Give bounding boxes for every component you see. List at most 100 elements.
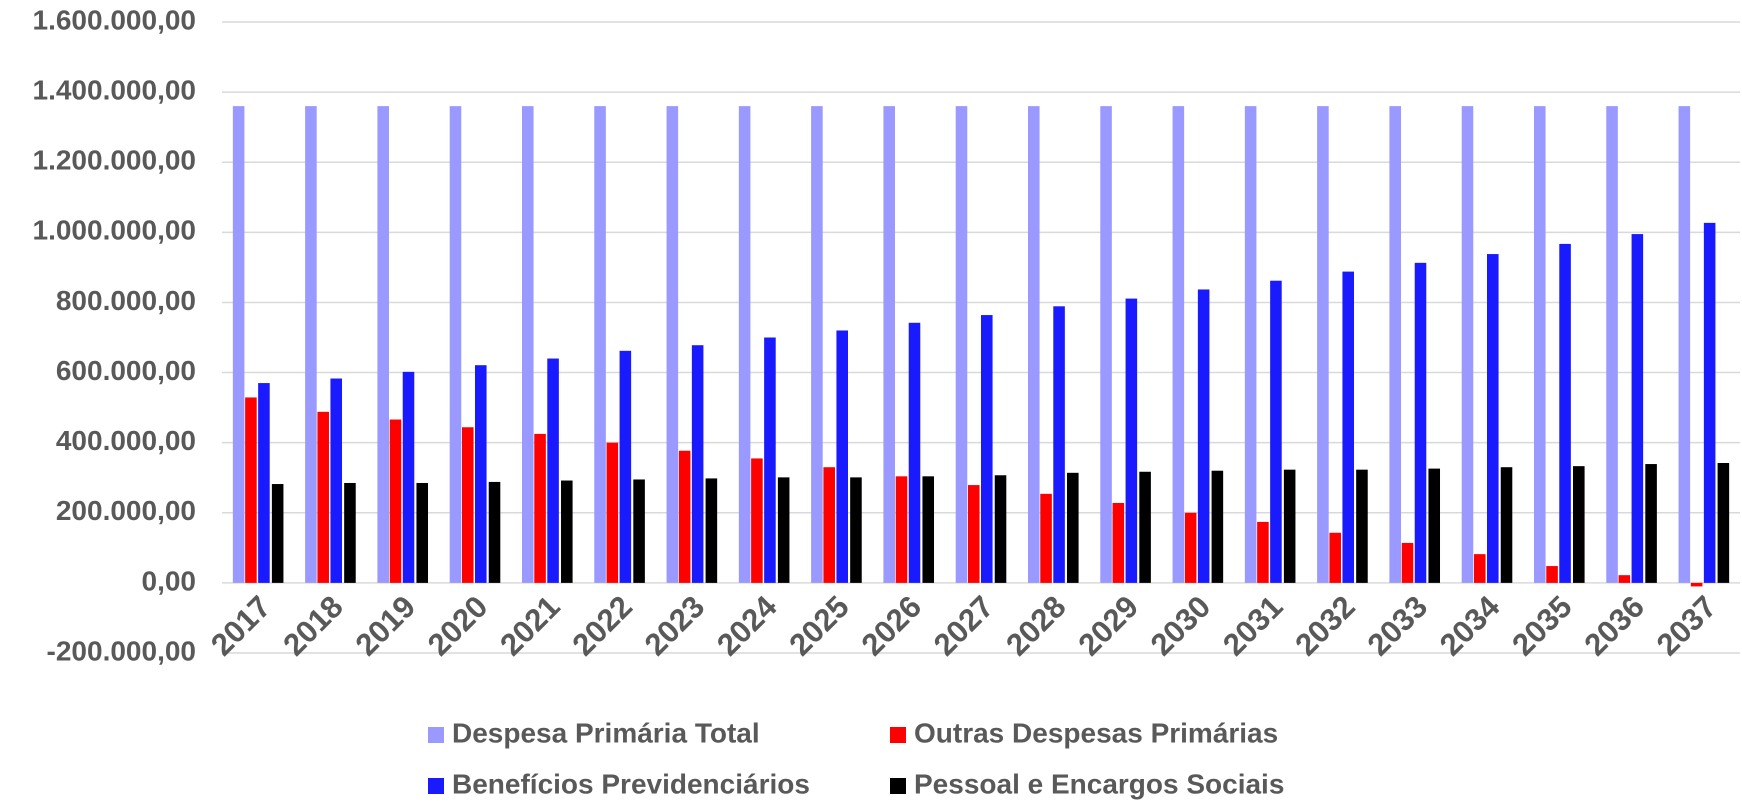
bar [1342, 271, 1354, 583]
bar [449, 106, 462, 583]
bar [1533, 106, 1546, 583]
bar [1414, 262, 1427, 583]
bar [389, 419, 402, 583]
x-tick-label: 2031 [1216, 589, 1290, 663]
bar [811, 106, 823, 583]
bar [823, 467, 835, 583]
y-tick-label: 600.000,00 [56, 355, 196, 386]
bar [1461, 106, 1474, 583]
bar [1125, 298, 1138, 583]
bar [1573, 466, 1585, 583]
x-tick-label: 2017 [204, 589, 278, 663]
x-tick-label: 2024 [710, 588, 784, 662]
bar [1067, 472, 1079, 583]
bar [561, 480, 573, 583]
bar [1401, 542, 1414, 583]
x-tick-label: 2028 [999, 589, 1073, 663]
y-tick-label: 200.000,00 [56, 495, 196, 526]
bar [1546, 566, 1558, 583]
legend-label: Benefícios Previdenciários [452, 768, 810, 799]
bar [1317, 106, 1329, 583]
x-tick-label: 2018 [276, 589, 350, 663]
bar [967, 485, 980, 583]
legend-swatch [890, 727, 906, 743]
bar [666, 106, 679, 583]
bar [1618, 575, 1631, 583]
x-tick-label: 2032 [1288, 589, 1362, 663]
bar [1257, 521, 1269, 583]
bar [402, 371, 415, 583]
bar [850, 477, 862, 583]
bar [534, 433, 546, 583]
bar [922, 476, 935, 583]
bar [1428, 468, 1441, 583]
bar [895, 476, 908, 583]
x-tick-label: 2027 [927, 589, 1001, 663]
y-tick-label: 400.000,00 [56, 425, 196, 456]
bar [1197, 289, 1210, 583]
bar [1690, 582, 1703, 587]
bar [305, 106, 317, 583]
x-tick-label: 2033 [1361, 589, 1435, 663]
bar [1270, 280, 1282, 583]
x-tick-label: 2022 [565, 589, 639, 663]
x-tick-label: 2025 [782, 589, 856, 663]
bar [1112, 502, 1125, 583]
x-tick-label: 2037 [1650, 589, 1724, 663]
y-tick-label: 800.000,00 [56, 285, 196, 316]
bar [955, 106, 968, 583]
bar [1717, 462, 1730, 583]
bar [232, 106, 245, 583]
legend-swatch [428, 727, 444, 743]
bar [475, 365, 487, 583]
bar [691, 345, 704, 583]
bar [258, 383, 270, 583]
x-tick-label: 2020 [421, 589, 495, 663]
x-tick-label: 2019 [349, 589, 423, 663]
bar [1645, 464, 1657, 583]
bar [1172, 106, 1185, 583]
bar [1211, 470, 1224, 583]
y-tick-label: 1.200.000,00 [33, 145, 197, 176]
y-tick-label: -200.000,00 [47, 635, 196, 666]
bar [330, 378, 342, 583]
bar [1184, 512, 1197, 583]
bar [416, 482, 429, 583]
bar [1487, 254, 1499, 583]
x-tick-label: 2035 [1505, 589, 1579, 663]
bar [488, 481, 501, 583]
x-tick-label: 2029 [1071, 589, 1145, 663]
bar [764, 337, 776, 583]
bar [738, 106, 751, 583]
y-tick-label: 0,00 [142, 565, 197, 596]
x-tick-label: 2023 [638, 589, 712, 663]
x-tick-label: 2026 [855, 589, 929, 663]
x-tick-label: 2030 [1144, 589, 1218, 663]
bar [994, 475, 1007, 583]
bar [908, 322, 921, 583]
bar [1329, 532, 1341, 583]
bar [1389, 106, 1401, 583]
bar [1500, 467, 1513, 583]
bar [836, 330, 848, 583]
x-tick-label: 2021 [493, 589, 567, 663]
bar [606, 442, 619, 583]
legend-swatch [890, 778, 906, 794]
legend-label: Outras Despesas Primárias [914, 717, 1278, 748]
bar [377, 106, 389, 583]
legend-label: Pessoal e Encargos Sociais [914, 768, 1284, 799]
bar [1631, 234, 1644, 583]
bar [705, 478, 718, 583]
y-tick-label: 1.600.000,00 [33, 4, 197, 35]
bar [1053, 306, 1065, 583]
bar [1139, 471, 1151, 583]
y-tick-label: 1.000.000,00 [33, 215, 197, 246]
y-tick-label: 1.400.000,00 [33, 75, 197, 106]
bar [981, 315, 993, 583]
bar [521, 106, 534, 583]
bar [594, 106, 606, 583]
bar [1283, 469, 1296, 583]
bar [1244, 106, 1257, 583]
legend-swatch [428, 778, 444, 794]
